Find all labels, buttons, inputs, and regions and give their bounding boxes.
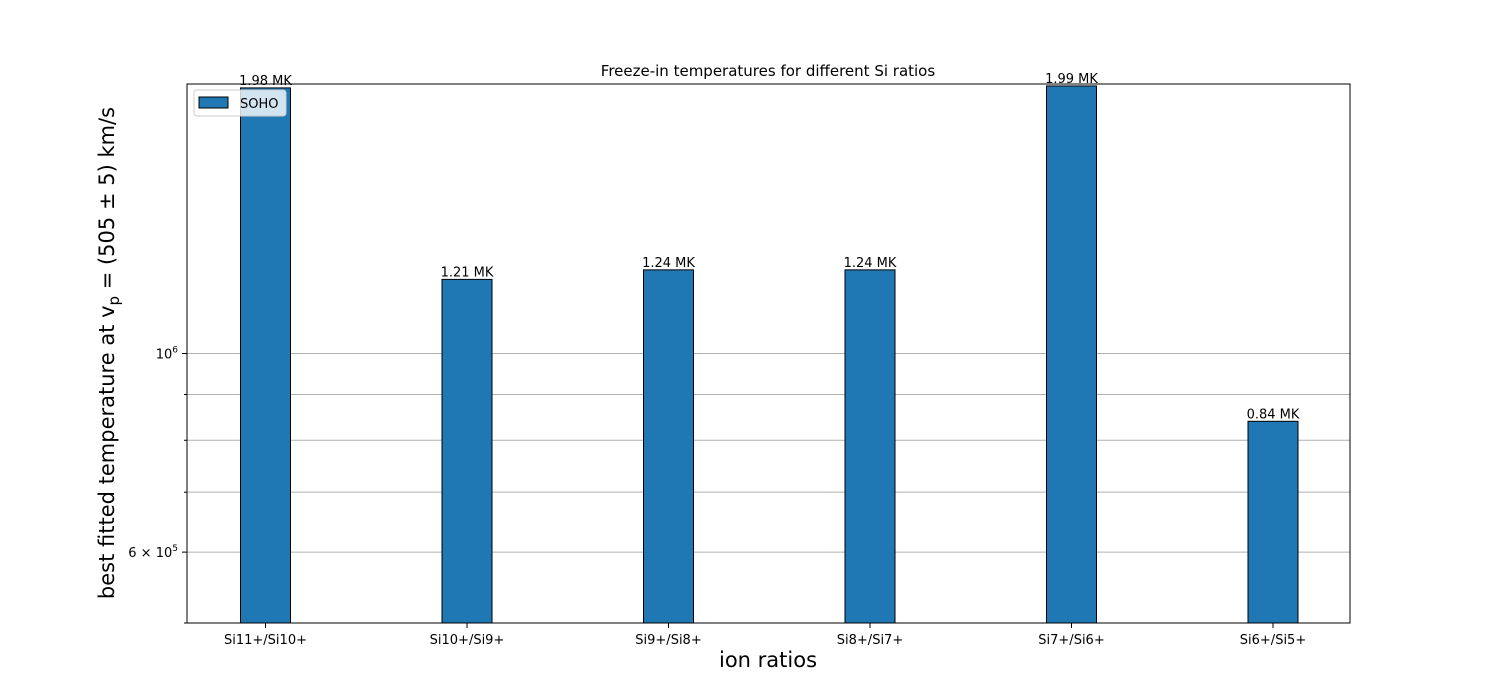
bar-2 [441,278,493,624]
y-axis-ticks: 106 6 × 105 [128,346,187,624]
x-tick-label: Si10+/Si9+ [430,633,505,648]
x-tick-label: Si7+/Si6+ [1038,633,1104,648]
y-axis-label: best fitted temperature at vp = (505 ± 5… [95,107,123,599]
x-tick-label: Si8+/Si7+ [837,633,903,648]
bar-3 [643,269,694,624]
bar-value-label: 1.24 MK [844,256,897,271]
chart-title: Freeze-in temperatures for different Si … [601,62,936,80]
legend: SOHO [193,89,287,117]
bar-value-label: 1.21 MK [441,265,494,280]
bar-value-labels: 1.98 MK 1.21 MK 1.24 MK 1.24 MK 1.99 MK 0.84 … [239,72,1300,422]
x-tick-label: Si6+/Si5+ [1240,633,1306,648]
grid-lines [187,353,1350,553]
y-axis-label-post: = (505 ± 5) km/s [95,107,119,296]
bar-value-label: 0.84 MK [1247,407,1300,422]
x-tick-label: Si9+/Si8+ [635,633,701,648]
bar-value-label: 1.98 MK [239,74,292,89]
bars [240,85,1299,624]
legend-swatch-soho [198,96,229,109]
bar-5 [1046,85,1097,624]
y-axis-label-pre: best fitted temperature at v [95,305,119,599]
y-tick-label: 106 [156,346,179,363]
x-axis-ticks: Si11+/Si10+ Si10+/Si9+ Si9+/Si8+ Si8+/Si7+ S… [224,623,1306,648]
y-axis-label-sub: p [105,296,123,306]
bar-4 [844,269,896,624]
bar-6 [1247,420,1299,624]
y-tick-label: 6 × 105 [128,544,178,561]
legend-label-soho: SOHO [240,97,279,112]
bar-value-label: 1.99 MK [1045,72,1098,87]
x-tick-label: Si11+/Si10+ [224,633,307,648]
bar-1 [240,87,291,624]
bar-value-label: 1.24 MK [642,256,695,271]
x-axis-label: ion ratios [719,648,817,672]
